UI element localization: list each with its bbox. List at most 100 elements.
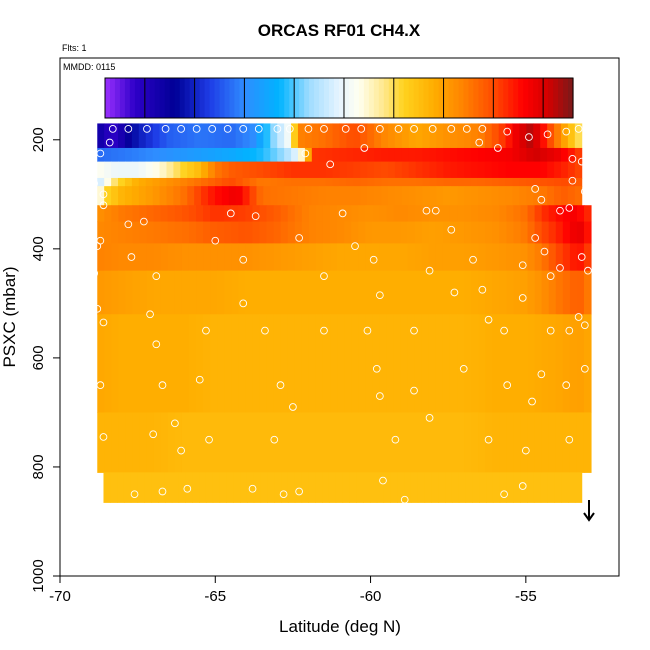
- data-point: [99, 433, 108, 441]
- heatmap-cell: [465, 472, 473, 503]
- heatmap-cell: [548, 412, 557, 473]
- heatmap-cell: [415, 123, 424, 149]
- data-point: [304, 125, 313, 133]
- data-point: [376, 291, 384, 300]
- colorbar-step: [403, 78, 410, 118]
- data-point: [410, 326, 418, 335]
- heatmap-cell: [576, 243, 585, 272]
- heatmap-cell: [527, 270, 536, 315]
- heatmap-cell: [238, 205, 246, 223]
- heatmap-cell: [394, 177, 403, 187]
- heatmap-cell: [407, 412, 416, 473]
- down-arrow-icon: [583, 500, 595, 522]
- x-tick-label: -55: [515, 588, 537, 605]
- heatmap-cell: [457, 205, 465, 223]
- colorbar-step: [299, 78, 305, 118]
- colorbar-step: [199, 78, 206, 118]
- heatmap-cell: [160, 314, 169, 413]
- data-point: [556, 206, 564, 215]
- heatmap-cell: [291, 177, 299, 187]
- heatmap-cell: [145, 147, 154, 163]
- heatmap-cell: [180, 147, 188, 163]
- heatmap-cell: [325, 161, 334, 179]
- data-point: [450, 288, 459, 297]
- data-point: [338, 209, 347, 218]
- heatmap-cell: [512, 147, 520, 163]
- heatmap-cell: [436, 186, 444, 206]
- heatmap-cell: [346, 177, 354, 187]
- heatmap-cell: [513, 270, 522, 315]
- heatmap-cell: [339, 161, 347, 179]
- heatmap-cell: [583, 270, 592, 315]
- heatmap-cell: [344, 221, 352, 244]
- heatmap-cell: [332, 186, 340, 206]
- heatmap-cell: [491, 123, 500, 149]
- data-point: [351, 242, 359, 250]
- heatmap-cell: [231, 270, 239, 315]
- data-point: [239, 255, 248, 264]
- data-point: [462, 125, 471, 133]
- heatmap-cell: [214, 147, 223, 163]
- heatmap-cell: [208, 161, 216, 179]
- heatmap-cell: [568, 472, 576, 503]
- heatmap-cell: [583, 221, 592, 244]
- heatmap-cell: [527, 412, 536, 473]
- heatmap-cell: [360, 161, 368, 179]
- heatmap-cell: [442, 314, 451, 413]
- heatmap-cell: [526, 177, 534, 187]
- heatmap-cell: [249, 161, 257, 179]
- heatmap-cell: [160, 205, 169, 223]
- heatmap-cell: [210, 243, 218, 272]
- data-point: [503, 127, 512, 136]
- heatmap-cell: [464, 314, 472, 413]
- data-point: [96, 381, 105, 390]
- heatmap-cell: [266, 270, 275, 315]
- heatmap-cell: [201, 177, 209, 187]
- heatmap-cell: [332, 161, 340, 179]
- heatmap-cell: [110, 472, 118, 503]
- heatmap-cell: [387, 123, 396, 149]
- data-point: [124, 125, 133, 133]
- heatmap-cell: [152, 186, 161, 206]
- heatmap-cell: [181, 270, 190, 315]
- heatmap-cell: [519, 177, 527, 187]
- data-point: [226, 209, 235, 218]
- heatmap-cell: [104, 412, 112, 473]
- heatmap-cell: [166, 177, 174, 187]
- heatmap-cell: [304, 177, 313, 187]
- data-point: [562, 127, 571, 136]
- colorbar-step: [274, 78, 280, 118]
- heatmap-cell: [131, 177, 140, 187]
- heatmap-cell: [520, 412, 529, 473]
- heatmap-cell: [372, 314, 380, 413]
- data-point: [475, 138, 484, 147]
- heatmap-cell: [513, 243, 522, 272]
- data-point: [205, 435, 213, 444]
- heatmap-cell: [259, 205, 268, 223]
- heatmap-cell: [344, 243, 352, 272]
- data-point: [580, 321, 589, 330]
- colorbar-step: [229, 78, 236, 118]
- heatmap-cell: [478, 314, 486, 413]
- heatmap-cell: [125, 412, 134, 473]
- heatmap-cell: [477, 161, 486, 179]
- colorbar-step: [219, 78, 226, 118]
- colorbar-step: [523, 78, 529, 118]
- heatmap-cell: [224, 314, 232, 413]
- heatmap-cell: [221, 161, 230, 179]
- heatmap-cell: [297, 123, 306, 149]
- heatmap-cell: [505, 161, 514, 179]
- data-point: [369, 255, 378, 264]
- heatmap-cell: [131, 147, 140, 163]
- heatmap-cell: [318, 123, 327, 149]
- heatmap-cell: [304, 186, 313, 206]
- heatmap-cell: [97, 186, 105, 206]
- heatmap-cell: [138, 161, 147, 179]
- colorbar-step: [184, 78, 191, 118]
- colorbar-step: [418, 78, 425, 118]
- heatmap-cell: [339, 177, 347, 187]
- heatmap-cell: [567, 186, 576, 206]
- heatmap-cell: [548, 221, 557, 244]
- heatmap-cell: [311, 161, 320, 179]
- data-point: [422, 206, 431, 215]
